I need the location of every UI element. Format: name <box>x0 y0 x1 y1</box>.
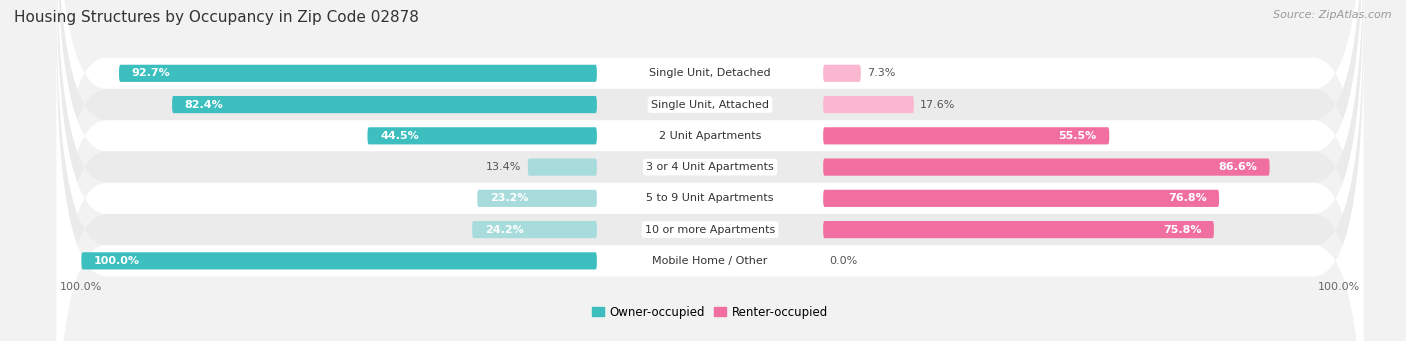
FancyBboxPatch shape <box>823 221 1213 238</box>
Text: 55.5%: 55.5% <box>1059 131 1097 141</box>
Text: 5 to 9 Unit Apartments: 5 to 9 Unit Apartments <box>647 193 773 203</box>
Text: Single Unit, Detached: Single Unit, Detached <box>650 68 770 78</box>
FancyBboxPatch shape <box>823 190 1219 207</box>
Text: 23.2%: 23.2% <box>489 193 529 203</box>
Text: 2 Unit Apartments: 2 Unit Apartments <box>659 131 761 141</box>
FancyBboxPatch shape <box>56 0 1364 341</box>
Text: 75.8%: 75.8% <box>1163 225 1201 235</box>
Text: 92.7%: 92.7% <box>132 68 170 78</box>
Text: 3 or 4 Unit Apartments: 3 or 4 Unit Apartments <box>647 162 773 172</box>
FancyBboxPatch shape <box>56 0 1364 341</box>
Text: Housing Structures by Occupancy in Zip Code 02878: Housing Structures by Occupancy in Zip C… <box>14 10 419 25</box>
FancyBboxPatch shape <box>172 96 598 113</box>
FancyBboxPatch shape <box>367 127 598 145</box>
FancyBboxPatch shape <box>82 252 598 269</box>
Text: 82.4%: 82.4% <box>184 100 224 109</box>
FancyBboxPatch shape <box>472 221 598 238</box>
Text: 7.3%: 7.3% <box>868 68 896 78</box>
FancyBboxPatch shape <box>56 0 1364 308</box>
FancyBboxPatch shape <box>823 65 860 82</box>
FancyBboxPatch shape <box>823 159 1270 176</box>
Text: 13.4%: 13.4% <box>486 162 522 172</box>
FancyBboxPatch shape <box>56 27 1364 341</box>
FancyBboxPatch shape <box>56 0 1364 341</box>
FancyBboxPatch shape <box>56 0 1364 339</box>
Text: 76.8%: 76.8% <box>1168 193 1206 203</box>
Text: 44.5%: 44.5% <box>380 131 419 141</box>
Text: 86.6%: 86.6% <box>1218 162 1257 172</box>
Text: 100.0%: 100.0% <box>94 256 141 266</box>
FancyBboxPatch shape <box>823 96 914 113</box>
FancyBboxPatch shape <box>477 190 598 207</box>
Text: 0.0%: 0.0% <box>830 256 858 266</box>
Text: Single Unit, Attached: Single Unit, Attached <box>651 100 769 109</box>
Text: 24.2%: 24.2% <box>485 225 523 235</box>
Text: Mobile Home / Other: Mobile Home / Other <box>652 256 768 266</box>
Text: 17.6%: 17.6% <box>920 100 956 109</box>
FancyBboxPatch shape <box>823 127 1109 145</box>
Text: 10 or more Apartments: 10 or more Apartments <box>645 225 775 235</box>
FancyBboxPatch shape <box>527 159 598 176</box>
FancyBboxPatch shape <box>56 0 1364 341</box>
Text: Source: ZipAtlas.com: Source: ZipAtlas.com <box>1274 10 1392 20</box>
FancyBboxPatch shape <box>120 65 598 82</box>
Legend: Owner-occupied, Renter-occupied: Owner-occupied, Renter-occupied <box>586 301 834 323</box>
